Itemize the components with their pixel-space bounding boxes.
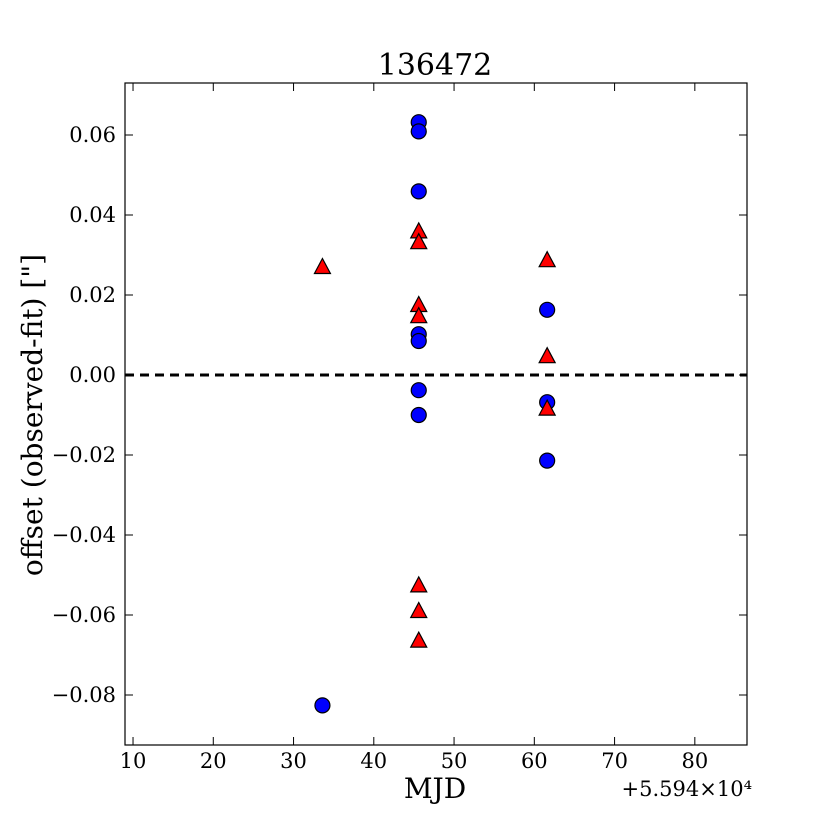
data-point-triangle (409, 232, 428, 250)
data-point-circle (410, 123, 427, 140)
plot-area: 10 20 30 40 50 60 70 80 0.06 0.04 0.02 0.00 −0.02 −0.… (52, 82, 748, 773)
data-point-triangle (538, 346, 557, 364)
y-tick-label: −0.08 (52, 683, 116, 707)
x-tick-label: 50 (441, 749, 468, 773)
x-tick-label: 10 (120, 749, 147, 773)
x-tick-label: 20 (200, 749, 227, 773)
data-point-circle (410, 382, 427, 399)
data-point-triangle (538, 250, 557, 268)
x-tick-label: 80 (681, 749, 708, 773)
y-tick-label: 0.00 (69, 363, 116, 387)
data-point-circle (410, 183, 427, 200)
y-axis-label: offset (observed-fit) ["] (16, 254, 49, 576)
chart-title: 136472 (378, 48, 493, 83)
plot-frame (124, 82, 748, 746)
y-tick-label: −0.06 (52, 603, 116, 627)
x-axis-label: MJD (404, 772, 466, 805)
x-tick-label: 60 (521, 749, 548, 773)
x-tick-label: 40 (360, 749, 387, 773)
x-tick-label: 70 (601, 749, 628, 773)
data-point-triangle (313, 257, 332, 275)
data-point-circle (410, 332, 427, 350)
x-tick-label: 30 (280, 749, 307, 773)
data-point-circle (410, 406, 427, 424)
data-point-circle (539, 452, 556, 469)
data-point-triangle (409, 575, 428, 593)
data-point-triangle (538, 398, 557, 416)
x-axis-offset-label: +5.594×10⁴ (622, 777, 752, 801)
data-point-triangle (409, 601, 428, 619)
y-tick-label: 0.02 (69, 283, 116, 307)
y-tick-label: −0.04 (52, 523, 116, 547)
data-point-triangle (409, 306, 428, 324)
data-point-circle (539, 301, 556, 318)
data-point-triangle (409, 630, 428, 648)
y-tick-label: 0.06 (69, 123, 116, 147)
y-tick-label: 0.04 (69, 203, 116, 227)
y-tick-label: −0.02 (52, 443, 116, 467)
data-point-circle (314, 697, 331, 714)
